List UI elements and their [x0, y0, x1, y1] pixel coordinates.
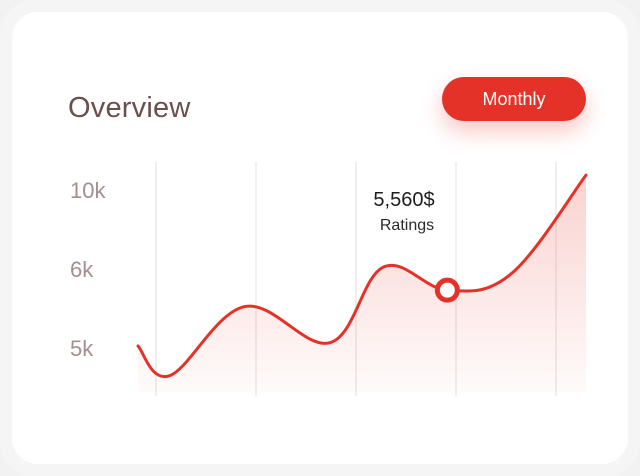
highlight-caption-label: Ratings — [380, 217, 434, 234]
ratings-chart: 10k 6k 5k 5,560$ Ratings — [70, 162, 588, 396]
y-tick-label: 10k — [70, 178, 106, 203]
ratings-area — [138, 175, 586, 392]
page-title: Overview — [68, 92, 191, 124]
monthly-period-button[interactable]: Monthly — [442, 77, 586, 121]
y-tick-label: 5k — [70, 336, 94, 361]
card-content: Overview Monthly 10k 6k 5k 5,560$ Ratings — [12, 12, 628, 464]
ratings-line — [136, 173, 588, 379]
y-tick-label: 6k — [70, 257, 94, 282]
highlight-point-marker[interactable] — [434, 277, 460, 303]
highlight-value-label: 5,560$ — [373, 189, 434, 211]
